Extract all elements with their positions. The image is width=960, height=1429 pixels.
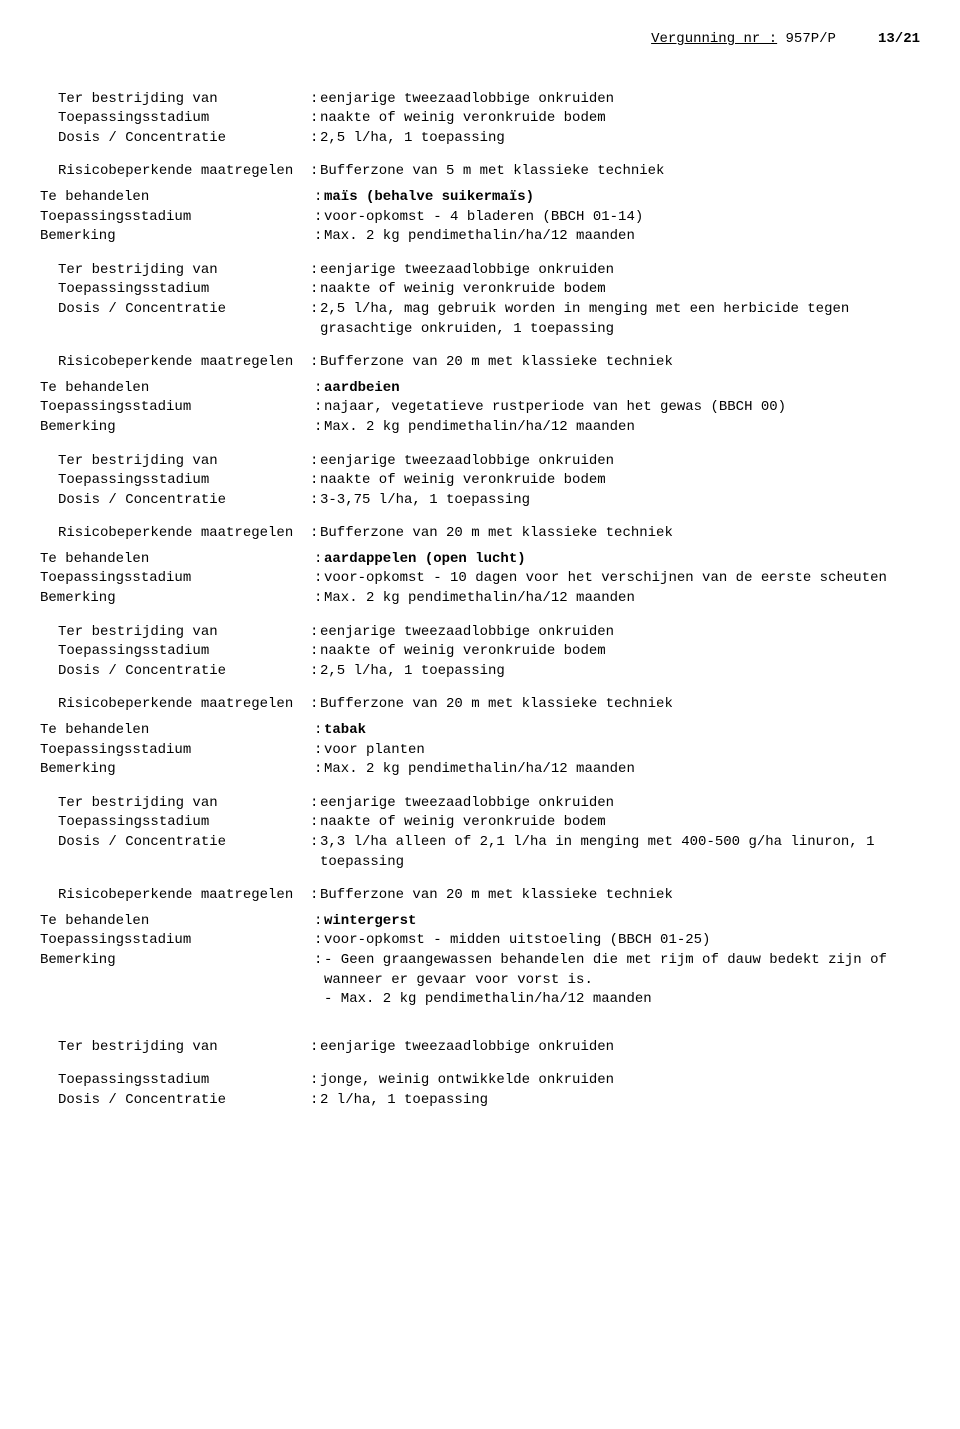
val-risico: Bufferzone van 5 m met klassieke technie…: [320, 162, 920, 182]
row-ter: Ter bestrijding van :eenjarige tweezaadl…: [40, 1038, 920, 1058]
row-ter: Ter bestrijding van :eenjarige tweezaadl…: [40, 452, 920, 472]
val-stad: naakte of weinig veronkruide bodem: [320, 109, 920, 129]
label-dosis: Dosis / Concentratie: [40, 129, 310, 149]
row-dosis: Dosis / Concentratie :3,3 l/ha alleen of…: [40, 833, 920, 872]
row-ter: Ter bestrijding van :eenjarige tweezaadl…: [40, 90, 920, 110]
row-dosis: Dosis / Concentratie :2 l/ha, 1 toepassi…: [40, 1091, 920, 1111]
label-ter: Ter bestrijding van: [40, 90, 310, 110]
row-stad: Toepassingsstadium :naakte of weinig ver…: [40, 471, 920, 491]
page-header: Vergunning nr : 957P/P 13/21: [40, 30, 920, 50]
row-stad: Toepassingsstadium :voor-opkomst - 4 bla…: [40, 208, 920, 228]
row-stad: Toepassingsstadium :naakte of weinig ver…: [40, 109, 920, 129]
row-bem: Bemerking :Max. 2 kg pendimethalin/ha/12…: [40, 227, 920, 247]
label-bem: Bemerking: [40, 227, 314, 247]
row-stad: Toepassingsstadium :naakte of weinig ver…: [40, 280, 920, 300]
row-risico: Risicobeperkende maatregelen :Bufferzone…: [40, 695, 920, 715]
row-stad: Toepassingsstadium :voor planten: [40, 741, 920, 761]
row-stad: Toepassingsstadium :jonge, weinig ontwik…: [40, 1071, 920, 1091]
row-bem: Bemerking :Max. 2 kg pendimethalin/ha/12…: [40, 760, 920, 780]
row-dosis: Dosis / Concentratie :2,5 l/ha, 1 toepas…: [40, 662, 920, 682]
row-crop: Te behandelen :aardappelen (open lucht): [40, 550, 920, 570]
val-dosis: 2,5 l/ha, 1 toepassing: [320, 129, 920, 149]
val-ter: eenjarige tweezaadlobbige onkruiden: [320, 90, 920, 110]
val-crop: maïs (behalve suikermaïs): [324, 188, 920, 208]
row-risico: Risicobeperkende maatregelen :Bufferzone…: [40, 886, 920, 906]
label-stad: Toepassingsstadium: [40, 109, 310, 129]
label-tebehandelen: Te behandelen: [40, 188, 314, 208]
val-stad: voor-opkomst - 4 bladeren (BBCH 01-14): [324, 208, 920, 228]
row-ter: Ter bestrijding van :eenjarige tweezaadl…: [40, 623, 920, 643]
row-stad: Toepassingsstadium :naakte of weinig ver…: [40, 813, 920, 833]
row-crop: Te behandelen :wintergerst: [40, 912, 920, 932]
label-risico: Risicobeperkende maatregelen: [40, 162, 310, 182]
row-bem: Bemerking :Max. 2 kg pendimethalin/ha/12…: [40, 589, 920, 609]
row-dosis: Dosis / Concentratie :2,5 l/ha, mag gebr…: [40, 300, 920, 339]
val-bem: Max. 2 kg pendimethalin/ha/12 maanden: [324, 227, 920, 247]
row-stad: Toepassingsstadium :naakte of weinig ver…: [40, 642, 920, 662]
row-dosis: Dosis / Concentratie :2,5 l/ha, 1 toepas…: [40, 129, 920, 149]
row-stad: Toepassingsstadium :voor-opkomst - 10 da…: [40, 569, 920, 589]
row-dosis: Dosis / Concentratie :3-3,75 l/ha, 1 toe…: [40, 491, 920, 511]
row-ter: Ter bestrijding van :eenjarige tweezaadl…: [40, 261, 920, 281]
row-crop: Te behandelen :tabak: [40, 721, 920, 741]
row-crop: Te behandelen :aardbeien: [40, 379, 920, 399]
row-ter: Ter bestrijding van :eenjarige tweezaadl…: [40, 794, 920, 814]
row-stad: Toepassingsstadium :voor-opkomst - midde…: [40, 931, 920, 951]
row-risico: Risicobeperkende maatregelen :Bufferzone…: [40, 524, 920, 544]
row-stad: Toepassingsstadium :najaar, vegetatieve …: [40, 398, 920, 418]
permit-number: 957P/P: [786, 31, 836, 47]
row-bem: Bemerking :Max. 2 kg pendimethalin/ha/12…: [40, 418, 920, 438]
row-bem: Bemerking :- Geen graangewassen behandel…: [40, 951, 920, 1010]
label-stad: Toepassingsstadium: [40, 208, 314, 228]
permit-label: Vergunning nr :: [651, 31, 777, 47]
row-risico: Risicobeperkende maatregelen :Bufferzone…: [40, 353, 920, 373]
page-number: 13/21: [878, 31, 920, 47]
row-risico: Risicobeperkende maatregelen :Bufferzone…: [40, 162, 920, 182]
row-crop: Te behandelen :maïs (behalve suikermaïs): [40, 188, 920, 208]
